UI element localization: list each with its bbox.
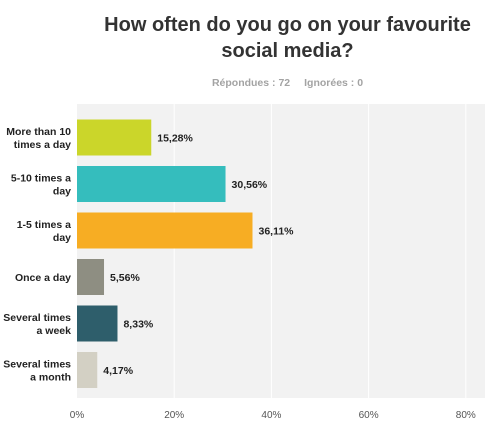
response-stats: Répondues : 72 Ignorées : 0 <box>90 77 485 89</box>
x-tick-label: 60% <box>359 410 379 421</box>
value-label: 36,11% <box>258 226 294 238</box>
x-tick-label: 40% <box>261 410 281 421</box>
x-tick-label: 0% <box>70 410 85 421</box>
category-label: More than 10 times a day <box>6 126 71 151</box>
value-label: 30,56% <box>232 179 268 191</box>
category-label: Several times a week <box>3 312 71 337</box>
bar <box>77 352 98 388</box>
bar <box>77 212 253 249</box>
value-label: 15,28% <box>157 133 193 145</box>
value-label: 4,17% <box>103 365 133 377</box>
x-tick-label: 80% <box>456 410 476 421</box>
chart-title: How often do you go on your favourite so… <box>104 14 471 62</box>
category-label: 5-10 times a day <box>11 173 71 198</box>
skipped-count: Ignorées : 0 <box>304 77 364 89</box>
category-label: Once a day <box>15 272 71 284</box>
bar <box>77 166 226 202</box>
x-tick-label: 20% <box>164 410 184 421</box>
value-label: 8,33% <box>123 319 153 331</box>
bar <box>77 259 105 295</box>
bar <box>77 119 152 156</box>
bar <box>77 305 118 342</box>
value-label: 5,56% <box>110 272 140 284</box>
answered-count: Répondues : 72 <box>211 77 291 89</box>
category-label: 1-5 times a day <box>17 219 71 244</box>
category-label: Several times a month <box>3 359 71 384</box>
